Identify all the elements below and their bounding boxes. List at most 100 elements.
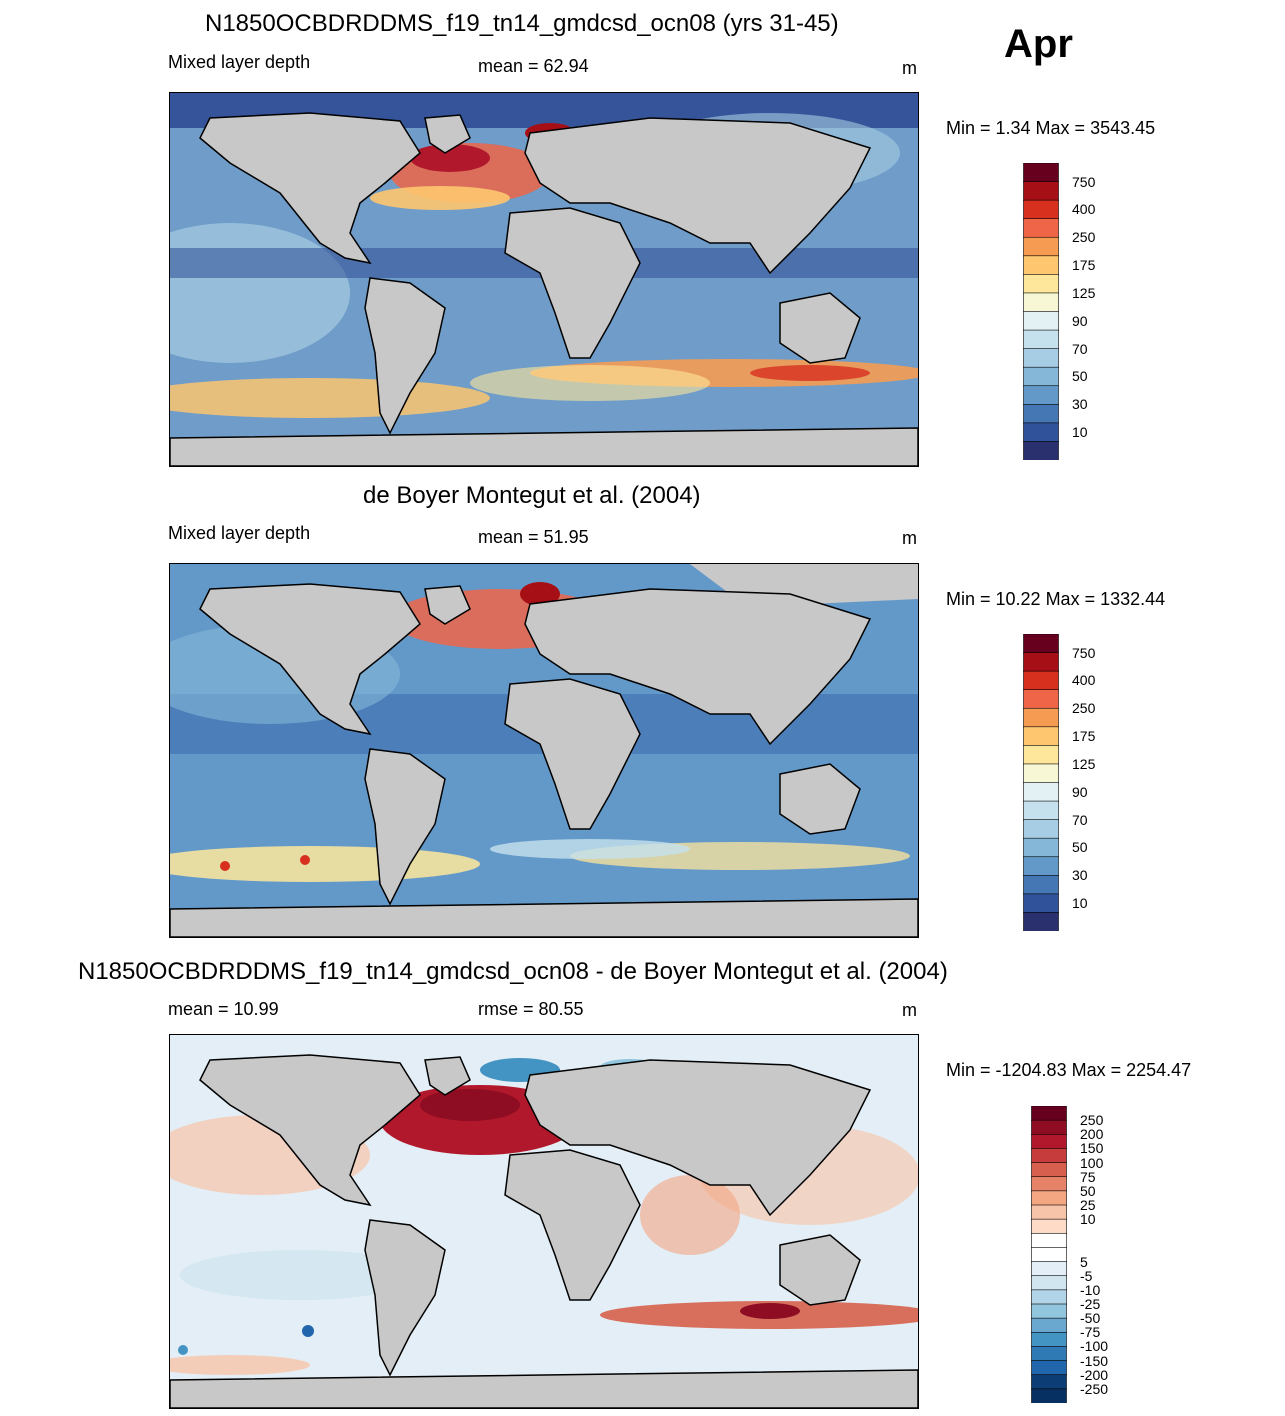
colorbar-swatch xyxy=(1023,199,1059,220)
colorbar-tick-label: 175 xyxy=(1072,257,1096,274)
colorbar-swatch xyxy=(1023,912,1059,932)
colorbar-tick-label: 125 xyxy=(1072,755,1096,772)
colorbar-tick-label: -25 xyxy=(1080,1296,1101,1312)
panel1-colorbar-svg xyxy=(1023,162,1059,461)
panel2-minmax-label: Min = 10.22 Max = 1332.44 xyxy=(946,589,1166,609)
panel2-units-label: m xyxy=(902,528,917,548)
colorbar-swatch xyxy=(1023,441,1059,461)
panel3-colorbar-svg xyxy=(1031,1105,1067,1404)
colorbar-swatch xyxy=(1031,1360,1067,1376)
colorbar-swatch xyxy=(1023,782,1059,802)
panel2-colorbar-svg xyxy=(1023,633,1059,932)
panel3-colorbar-labels: 250 200 150 100 75 50 25 10 5 -5 -10 -25 -50 -75 -100-… xyxy=(1080,1106,1140,1403)
colorbar-tick-label: 750 xyxy=(1072,644,1096,661)
colorbar-tick-label: 50 xyxy=(1080,1182,1096,1199)
colorbar-swatch xyxy=(1031,1133,1067,1150)
colorbar-swatch xyxy=(1031,1331,1067,1348)
panel1-colorbar-labels: 750 400 250 175 125 90 70 50 30 10 xyxy=(1072,163,1132,460)
colorbar-tick-label: -10 xyxy=(1080,1281,1101,1298)
colorbar-swatch xyxy=(1031,1176,1067,1192)
colorbar-tick-label: 70 xyxy=(1072,340,1088,357)
colorbar-swatch xyxy=(1023,311,1059,331)
colorbar-swatch xyxy=(1031,1105,1067,1121)
colorbar-swatch xyxy=(1023,819,1059,839)
panel2-mean-label: mean = 51.95 xyxy=(478,527,589,547)
colorbar-tick-label: 90 xyxy=(1072,783,1088,800)
panel3-title: N1850OCBDRDDMS_f19_tn14_gmdcsd_ocn08 - d… xyxy=(78,958,948,985)
panel1-units-label: m xyxy=(902,58,917,78)
panel3-units-label: m xyxy=(902,1000,917,1020)
colorbar-swatch xyxy=(1023,329,1059,350)
colorbar-swatch xyxy=(1031,1204,1067,1220)
colorbar-tick-label: -100 xyxy=(1080,1338,1109,1355)
colorbar-tick-label: 90 xyxy=(1072,312,1088,329)
colorbar-tick-label: 400 xyxy=(1072,201,1096,218)
colorbar-swatch xyxy=(1023,255,1059,276)
colorbar-swatch xyxy=(1031,1289,1067,1305)
colorbar-tick-label: 250 xyxy=(1072,229,1096,246)
panel1-variable-label: Mixed layer depth xyxy=(168,52,311,72)
panel1-minmax-label: Min = 1.34 Max = 3543.45 xyxy=(946,118,1156,138)
colorbar-swatch xyxy=(1023,856,1059,877)
panel3-colorbar xyxy=(1031,1105,1067,1408)
panel3-minmax-label: Min = -1204.83 Max = 2254.47 xyxy=(946,1060,1192,1080)
colorbar-swatch xyxy=(1031,1388,1067,1404)
colorbar-swatch xyxy=(1023,670,1059,691)
panel1-title: N1850OCBDRDDMS_f19_tn14_gmdcsd_ocn08 (yr… xyxy=(205,10,839,37)
colorbar-swatch xyxy=(1023,404,1059,424)
colorbar-tick-label: -250 xyxy=(1080,1380,1109,1397)
colorbar-tick-label: 25 xyxy=(1080,1197,1096,1213)
colorbar-tick-label: 50 xyxy=(1072,839,1088,856)
colorbar-swatch xyxy=(1023,292,1059,313)
colorbar-tick-label: 70 xyxy=(1072,811,1088,828)
colorbar-swatch xyxy=(1023,652,1059,672)
colorbar-tick-label: 5 xyxy=(1080,1253,1088,1270)
panel3-mean-label: mean = 10.99 xyxy=(168,999,279,1019)
colorbar-swatch xyxy=(1023,726,1059,747)
colorbar-swatch xyxy=(1031,1162,1067,1178)
colorbar-tick-label: 125 xyxy=(1072,284,1096,301)
colorbar-tick-label: 50 xyxy=(1072,368,1088,385)
colorbar-swatch xyxy=(1023,422,1059,443)
colorbar-tick-label: 250 xyxy=(1080,1112,1104,1129)
colorbar-swatch xyxy=(1023,707,1059,728)
month-label: Apr xyxy=(1004,22,1073,66)
colorbar-swatch xyxy=(1031,1232,1067,1249)
panel1-map xyxy=(169,92,919,467)
colorbar-tick-label: 10 xyxy=(1072,895,1088,912)
colorbar-tick-label: -75 xyxy=(1080,1324,1101,1341)
colorbar-swatch xyxy=(1023,633,1059,654)
colorbar-swatch xyxy=(1023,893,1059,914)
colorbar-tick-label: 750 xyxy=(1072,173,1096,190)
panel3-rmse-label: rmse = 80.55 xyxy=(478,999,584,1019)
colorbar-swatch xyxy=(1031,1275,1067,1291)
panel1-colorbar xyxy=(1023,162,1059,465)
colorbar-tick-label: -200 xyxy=(1080,1366,1109,1383)
colorbar-swatch xyxy=(1031,1317,1067,1334)
panel2-map xyxy=(169,563,919,938)
colorbar-tick-label: -150 xyxy=(1080,1352,1109,1369)
colorbar-swatch xyxy=(1023,366,1059,387)
colorbar-tick-label: 30 xyxy=(1072,867,1088,884)
panel2-colorbar xyxy=(1023,633,1059,936)
colorbar-swatch xyxy=(1031,1148,1067,1164)
colorbar-swatch xyxy=(1023,689,1059,710)
colorbar-tick-label: 250 xyxy=(1072,700,1096,717)
colorbar-tick-label: 75 xyxy=(1080,1168,1096,1185)
colorbar-tick-label: 30 xyxy=(1072,396,1088,413)
colorbar-swatch xyxy=(1023,181,1059,201)
colorbar-swatch xyxy=(1023,162,1059,183)
colorbar-tick-label: -5 xyxy=(1080,1267,1093,1284)
colorbar-swatch xyxy=(1031,1119,1067,1136)
panel2-colorbar-labels: 750 400 250 175 125 90 70 50 30 10 xyxy=(1072,634,1132,931)
colorbar-swatch xyxy=(1031,1247,1067,1263)
colorbar-swatch xyxy=(1031,1218,1067,1235)
colorbar-swatch xyxy=(1023,800,1059,821)
colorbar-tick-label: 175 xyxy=(1072,728,1096,745)
panel2-variable-label: Mixed layer depth xyxy=(168,523,311,543)
panel2-map-svg xyxy=(170,564,918,937)
colorbar-swatch xyxy=(1031,1346,1067,1362)
colorbar-swatch xyxy=(1023,763,1059,784)
colorbar-swatch xyxy=(1023,837,1059,858)
colorbar-tick-label: 100 xyxy=(1080,1154,1104,1171)
